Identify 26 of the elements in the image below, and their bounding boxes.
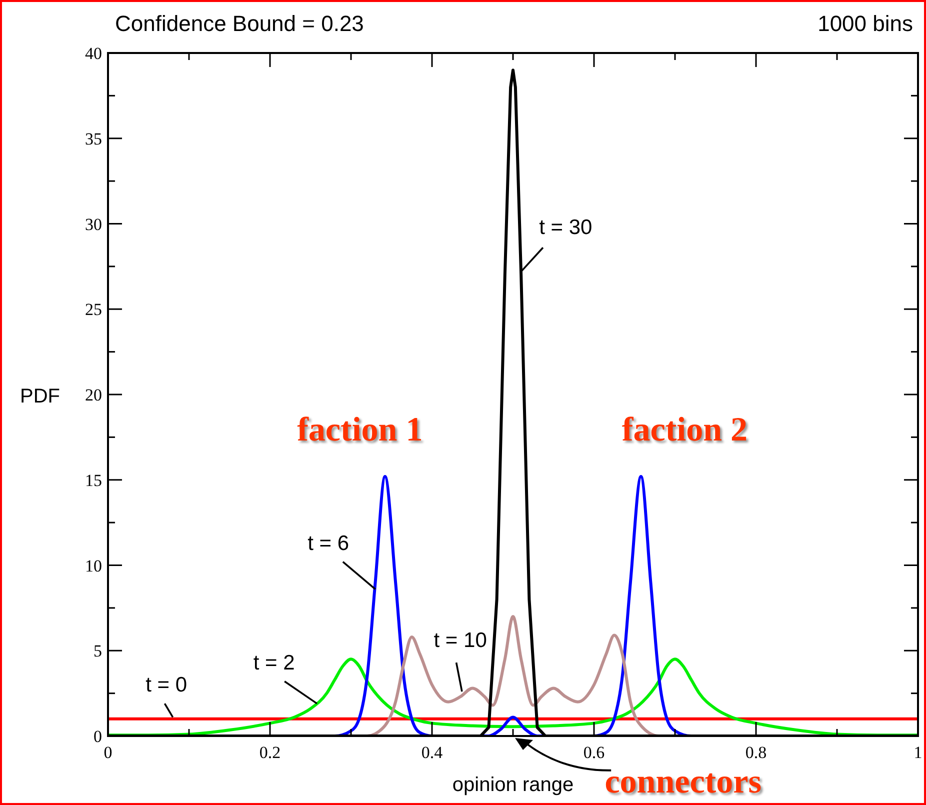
y-tick-label: 20 <box>85 386 102 404</box>
y-tick-label: 40 <box>85 44 102 63</box>
x-axis-title: opinion range <box>452 774 574 796</box>
y-tick-label: 0 <box>94 727 102 746</box>
y-tick-label: 30 <box>85 214 102 234</box>
x-tick-label: 0.6 <box>583 743 605 762</box>
x-tick-label: 1 <box>914 743 922 762</box>
y-tick-label: 25 <box>85 300 102 320</box>
annotation: faction 1 <box>297 412 423 449</box>
chart-subtitle: 1000 bins <box>818 11 913 36</box>
text: connectors <box>604 763 762 800</box>
chart-title: Confidence Bound = 0.23 <box>115 11 364 36</box>
annotation: t = 10 <box>434 629 487 652</box>
annotation: t = 2 <box>253 651 295 674</box>
y-tick-label: 35 <box>85 129 102 148</box>
annotation: faction 2 <box>622 412 748 449</box>
annotation: t = 0 <box>146 674 188 697</box>
annotation: t = 30 <box>539 216 592 239</box>
y-tick-label: 10 <box>85 556 102 576</box>
annotation: t = 6 <box>308 532 350 555</box>
x-tick-label: 0.8 <box>745 743 767 762</box>
x-tick-label: 0.4 <box>421 743 444 762</box>
y-axis-title: PDF <box>20 386 60 408</box>
x-tick-label: 0.2 <box>259 743 281 762</box>
y-tick-label: 5 <box>94 642 102 661</box>
y-tick-label: 15 <box>85 470 102 490</box>
